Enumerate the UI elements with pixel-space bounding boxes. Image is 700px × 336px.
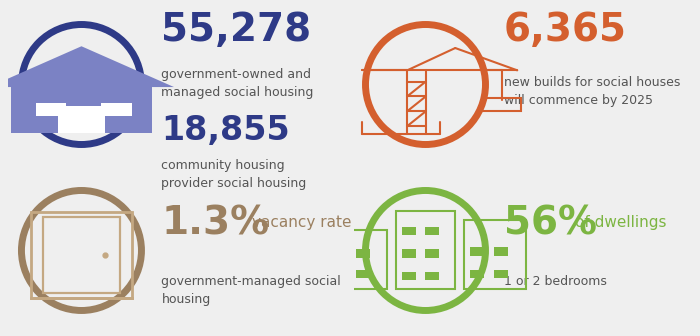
Bar xyxy=(396,211,455,289)
Bar xyxy=(356,270,370,278)
Text: 56%: 56% xyxy=(503,205,596,243)
Bar xyxy=(101,103,132,116)
Bar xyxy=(402,227,416,235)
Text: 1.3%: 1.3% xyxy=(162,205,270,243)
Text: 55,278: 55,278 xyxy=(162,11,312,49)
Bar xyxy=(43,217,120,293)
Bar xyxy=(464,220,526,289)
Bar xyxy=(331,249,345,257)
Bar xyxy=(36,103,66,116)
Text: of dwellings: of dwellings xyxy=(575,215,666,229)
Bar xyxy=(470,270,484,278)
Bar xyxy=(426,227,440,235)
Text: vacancy rate: vacancy rate xyxy=(252,215,351,229)
Bar xyxy=(426,271,440,280)
Bar xyxy=(325,229,386,289)
Bar xyxy=(402,271,416,280)
Text: community housing
provider social housing: community housing provider social housin… xyxy=(162,160,307,191)
Bar xyxy=(426,249,440,257)
Text: 1 or 2 bedrooms: 1 or 2 bedrooms xyxy=(503,275,606,288)
Text: government-managed social
housing: government-managed social housing xyxy=(162,275,341,306)
Text: 18,855: 18,855 xyxy=(162,114,290,147)
Bar xyxy=(10,87,152,133)
Bar xyxy=(57,107,106,133)
Text: government-owned and
managed social housing: government-owned and managed social hous… xyxy=(162,68,314,99)
Bar xyxy=(494,270,508,278)
Bar xyxy=(31,212,132,298)
Text: new builds for social houses
will commence by 2025: new builds for social houses will commen… xyxy=(503,76,680,108)
Bar xyxy=(331,270,345,278)
Bar xyxy=(494,247,508,256)
Bar xyxy=(402,249,416,257)
Polygon shape xyxy=(0,46,174,87)
Bar xyxy=(356,249,370,257)
Bar xyxy=(470,247,484,256)
Text: 6,365: 6,365 xyxy=(503,11,626,49)
Bar xyxy=(482,98,521,111)
